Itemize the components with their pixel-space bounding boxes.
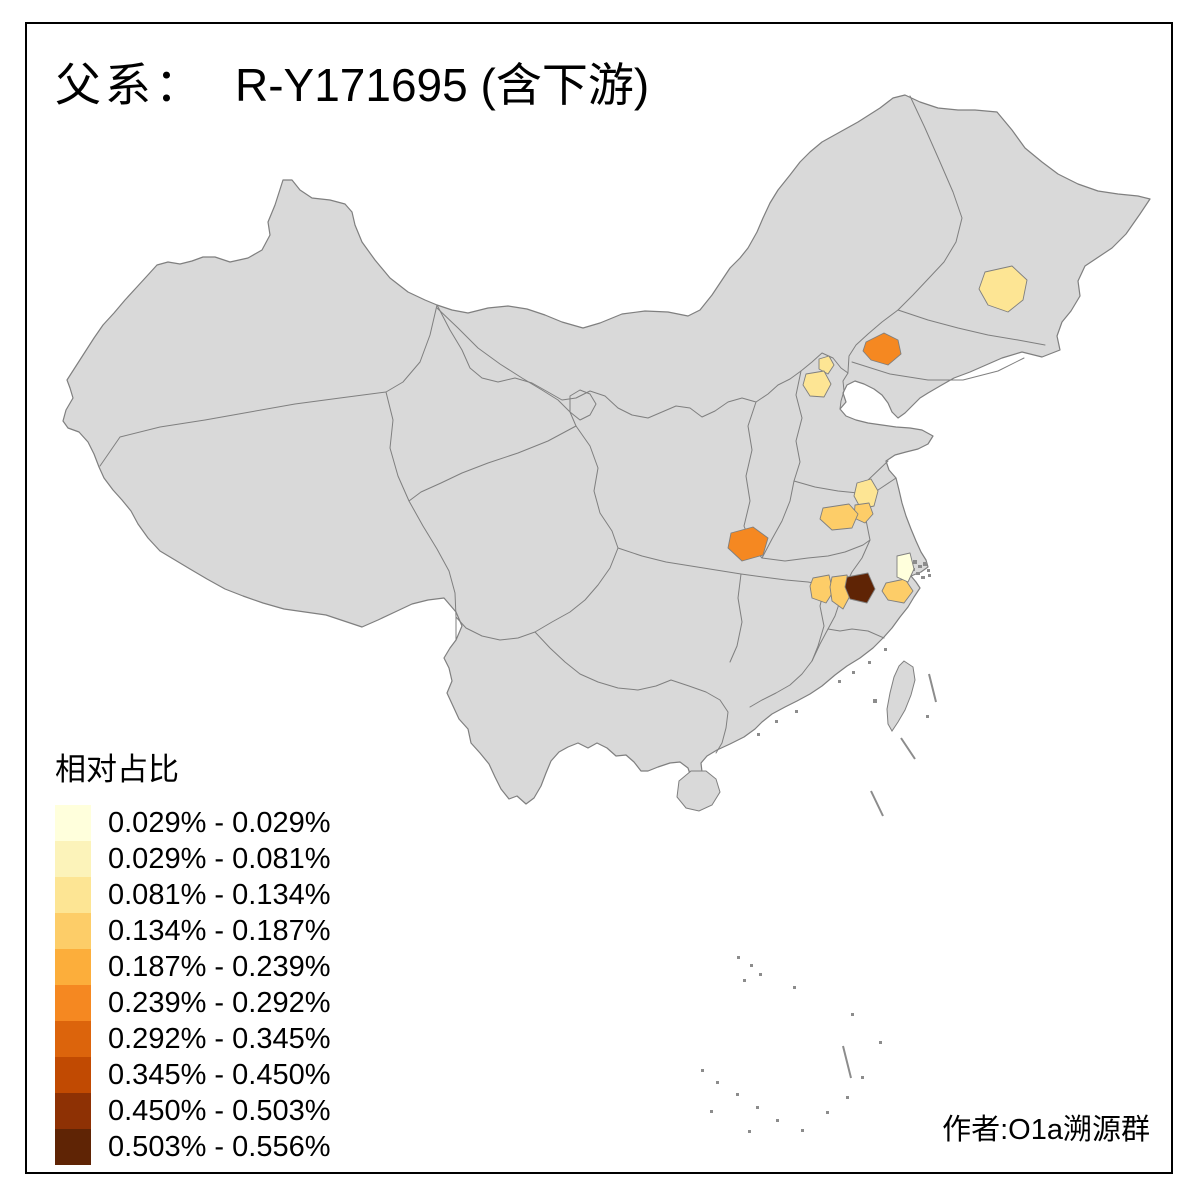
legend-swatch: [55, 1129, 91, 1165]
legend-item: 0.029% - 0.029%: [55, 805, 330, 841]
beijing-region: [802, 370, 832, 398]
hubei-region: [727, 526, 769, 562]
dark-max-region: [844, 572, 876, 604]
legend-item: 0.503% - 0.556%: [55, 1129, 330, 1165]
legend-swatch: [55, 877, 91, 913]
legend-item: 0.081% - 0.134%: [55, 877, 330, 913]
legend-swatch: [55, 805, 91, 841]
legend-swatch: [55, 949, 91, 985]
small-islets: [701, 560, 931, 1133]
mainland: [62, 94, 1151, 805]
legend-label: 0.292% - 0.345%: [108, 1022, 331, 1055]
legend-label: 0.081% - 0.134%: [108, 878, 331, 911]
legend-label: 0.187% - 0.239%: [108, 950, 331, 983]
legend-title: 相对占比: [55, 752, 179, 787]
legend-swatch: [55, 1093, 91, 1129]
legend-label: 0.029% - 0.029%: [108, 806, 331, 839]
legend-swatch: [55, 841, 91, 877]
legend-item: 0.134% - 0.187%: [55, 913, 330, 949]
legend-item: 0.187% - 0.239%: [55, 949, 330, 985]
legend-label: 0.029% - 0.081%: [108, 842, 331, 875]
highlighted-regions: [727, 265, 1028, 610]
author-credit: 作者:O1a溯源群: [942, 1114, 1150, 1146]
legend-label: 0.239% - 0.292%: [108, 986, 331, 1019]
legend-label: 0.134% - 0.187%: [108, 914, 331, 947]
taiwan-island: [886, 660, 916, 732]
province-borders: [99, 95, 1046, 754]
legend-swatch: [55, 985, 91, 1021]
page-title: 父系： R-Y171695 (含下游): [55, 58, 649, 113]
title-prefix: 父系：: [55, 60, 205, 111]
tianjin-small-region: [818, 355, 835, 375]
legend-label: 0.450% - 0.503%: [108, 1094, 331, 1127]
islands: [676, 560, 937, 1133]
jiangsu-pale-region: [853, 478, 879, 510]
legend-swatch: [55, 1021, 91, 1057]
anhui-region: [819, 503, 859, 531]
jiangxi-west-region-1: [809, 574, 834, 604]
legend-label: 0.503% - 0.556%: [108, 1130, 331, 1163]
legend-label: 0.345% - 0.450%: [108, 1058, 331, 1091]
heilongjiang-harbin-region: [978, 265, 1028, 313]
hainan-island: [676, 770, 721, 812]
mainland-outline: [62, 94, 1151, 805]
legend-swatch: [55, 1057, 91, 1093]
legend-item: 0.239% - 0.292%: [55, 985, 330, 1021]
legend-item: 0.029% - 0.081%: [55, 841, 330, 877]
legend-item: 0.292% - 0.345%: [55, 1021, 330, 1057]
liaoning-region: [862, 332, 902, 366]
legend: 相对占比 0.029% - 0.029% 0.029% - 0.081% 0.0…: [55, 744, 330, 1165]
legend-swatch: [55, 913, 91, 949]
island-chain-dashes: [842, 673, 937, 1079]
legend-item: 0.450% - 0.503%: [55, 1093, 330, 1129]
legend-item: 0.345% - 0.450%: [55, 1057, 330, 1093]
title-haplogroup: R-Y171695 (含下游): [235, 59, 650, 111]
shanghai-cream-region: [896, 552, 915, 583]
